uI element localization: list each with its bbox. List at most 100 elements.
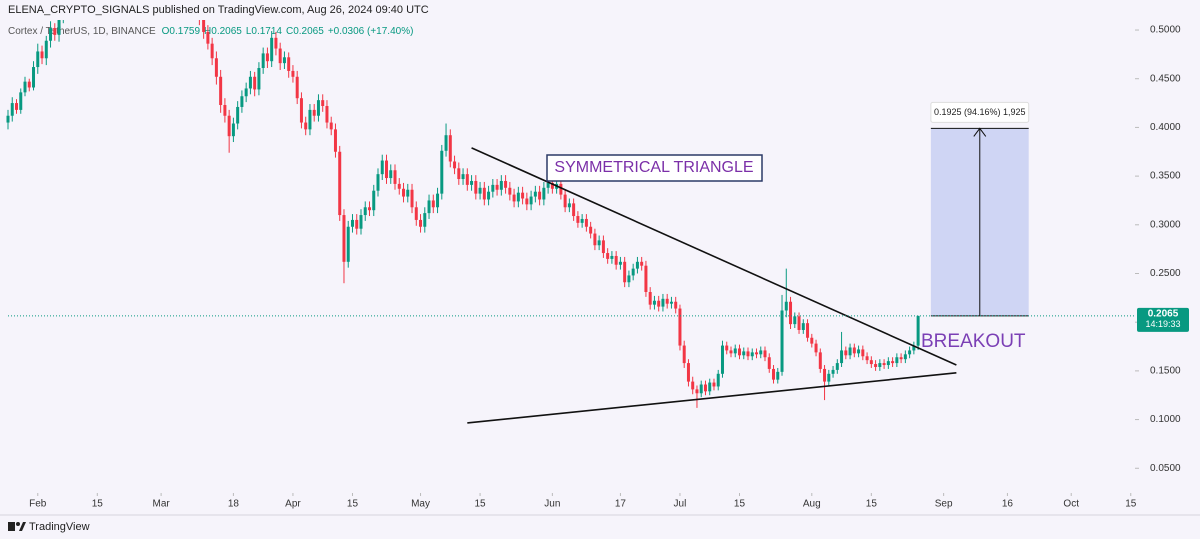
candle-body xyxy=(23,81,27,93)
annotation: BREAKOUT xyxy=(921,331,1026,352)
candle-body xyxy=(869,360,873,365)
x-tick-label: Apr xyxy=(285,499,301,510)
candle-body xyxy=(806,323,810,338)
candle-body xyxy=(878,363,882,367)
x-tick-label: 15 xyxy=(734,499,746,510)
candle-body xyxy=(835,363,839,370)
candle-body xyxy=(299,98,303,123)
candle-body xyxy=(36,51,40,68)
candle-body xyxy=(287,57,291,71)
measure-label: 0.1925 (94.16%) 1,925 xyxy=(934,107,1026,117)
candle-body xyxy=(857,349,861,354)
candle-body xyxy=(559,183,563,195)
candle-body xyxy=(380,160,384,175)
candle-body xyxy=(257,68,261,90)
candle-body xyxy=(823,368,827,382)
candle-body xyxy=(916,315,920,346)
candle-body xyxy=(601,240,605,254)
legend-item: H0.2065 xyxy=(204,26,242,37)
candle-body xyxy=(789,301,793,325)
candle-body xyxy=(580,218,584,223)
candle-body xyxy=(431,200,435,208)
candle-body xyxy=(423,213,427,227)
candle-body xyxy=(886,361,890,366)
candle-body xyxy=(640,261,644,266)
candle-body xyxy=(236,106,240,124)
footer-logo xyxy=(8,522,26,531)
trendline xyxy=(471,147,957,366)
candle-body xyxy=(733,348,737,354)
candle-body xyxy=(529,196,533,205)
candle-body xyxy=(814,343,818,353)
candle-body xyxy=(623,261,627,283)
candle-body xyxy=(291,70,295,77)
candle-body xyxy=(686,363,690,382)
candle-body xyxy=(499,180,503,190)
candle-body xyxy=(40,51,44,59)
candle-body xyxy=(691,381,695,390)
candle-body xyxy=(206,31,210,44)
candle-body xyxy=(729,350,733,354)
candle-body xyxy=(720,345,724,374)
candle-body xyxy=(755,352,759,355)
candle-body xyxy=(516,192,520,202)
candle-body xyxy=(355,219,359,229)
candle-body xyxy=(10,103,14,116)
candle-body xyxy=(742,351,746,356)
measure-arrowhead xyxy=(973,127,987,137)
countdown-label: 14:19:33 xyxy=(1145,319,1180,329)
candle-body xyxy=(397,183,401,189)
candle-body xyxy=(874,364,878,367)
y-tick-label: 0.3500 xyxy=(1150,171,1181,182)
candle-body xyxy=(210,43,214,59)
candle-body xyxy=(899,357,903,360)
candle-body xyxy=(525,198,529,205)
x-tick-label: Mar xyxy=(152,499,170,510)
candle-body xyxy=(521,192,525,199)
candle-body xyxy=(861,349,865,357)
candle-body xyxy=(597,240,601,246)
candle-body xyxy=(240,96,244,107)
candle-body xyxy=(780,310,784,372)
candle-body xyxy=(465,174,469,185)
annotation: SYMMETRICAL TRIANGLE xyxy=(554,159,753,176)
candle-body xyxy=(644,265,648,292)
candle-body xyxy=(316,100,320,116)
candle-body xyxy=(470,180,474,185)
candle-body xyxy=(895,357,899,364)
candle-body xyxy=(882,363,886,366)
candle-body xyxy=(474,180,478,194)
y-tick-label: 0.3000 xyxy=(1150,219,1181,230)
candle-body xyxy=(801,323,805,330)
candle-body xyxy=(635,261,639,269)
candle-body xyxy=(584,218,588,227)
candle-body xyxy=(385,160,389,179)
candle-body xyxy=(367,207,371,211)
candle-body xyxy=(840,350,844,364)
candle-body xyxy=(244,88,248,97)
candle-body xyxy=(487,191,491,200)
x-tick-label: 15 xyxy=(92,499,104,510)
x-tick-label: Jul xyxy=(674,499,687,510)
candle-body xyxy=(763,350,767,358)
candle-body xyxy=(495,184,499,190)
candle-body xyxy=(661,298,665,307)
candle-body xyxy=(827,373,831,382)
candle-body xyxy=(725,345,729,351)
candle-body xyxy=(891,361,895,364)
candle-body xyxy=(350,219,354,227)
candle-body xyxy=(648,291,652,305)
candle-body xyxy=(461,174,465,180)
candle-body xyxy=(784,301,788,311)
candle-body xyxy=(767,357,771,369)
candle-body xyxy=(333,129,337,152)
x-tick-label: 15 xyxy=(1125,499,1137,510)
candle-body xyxy=(57,20,61,35)
candle-body xyxy=(831,369,835,374)
x-tick-label: 15 xyxy=(866,499,878,510)
candle-body xyxy=(567,203,571,208)
y-tick-label: 0.0500 xyxy=(1150,463,1181,474)
candle-body xyxy=(614,255,618,265)
candle-body xyxy=(410,189,414,208)
candle-body xyxy=(772,368,776,380)
